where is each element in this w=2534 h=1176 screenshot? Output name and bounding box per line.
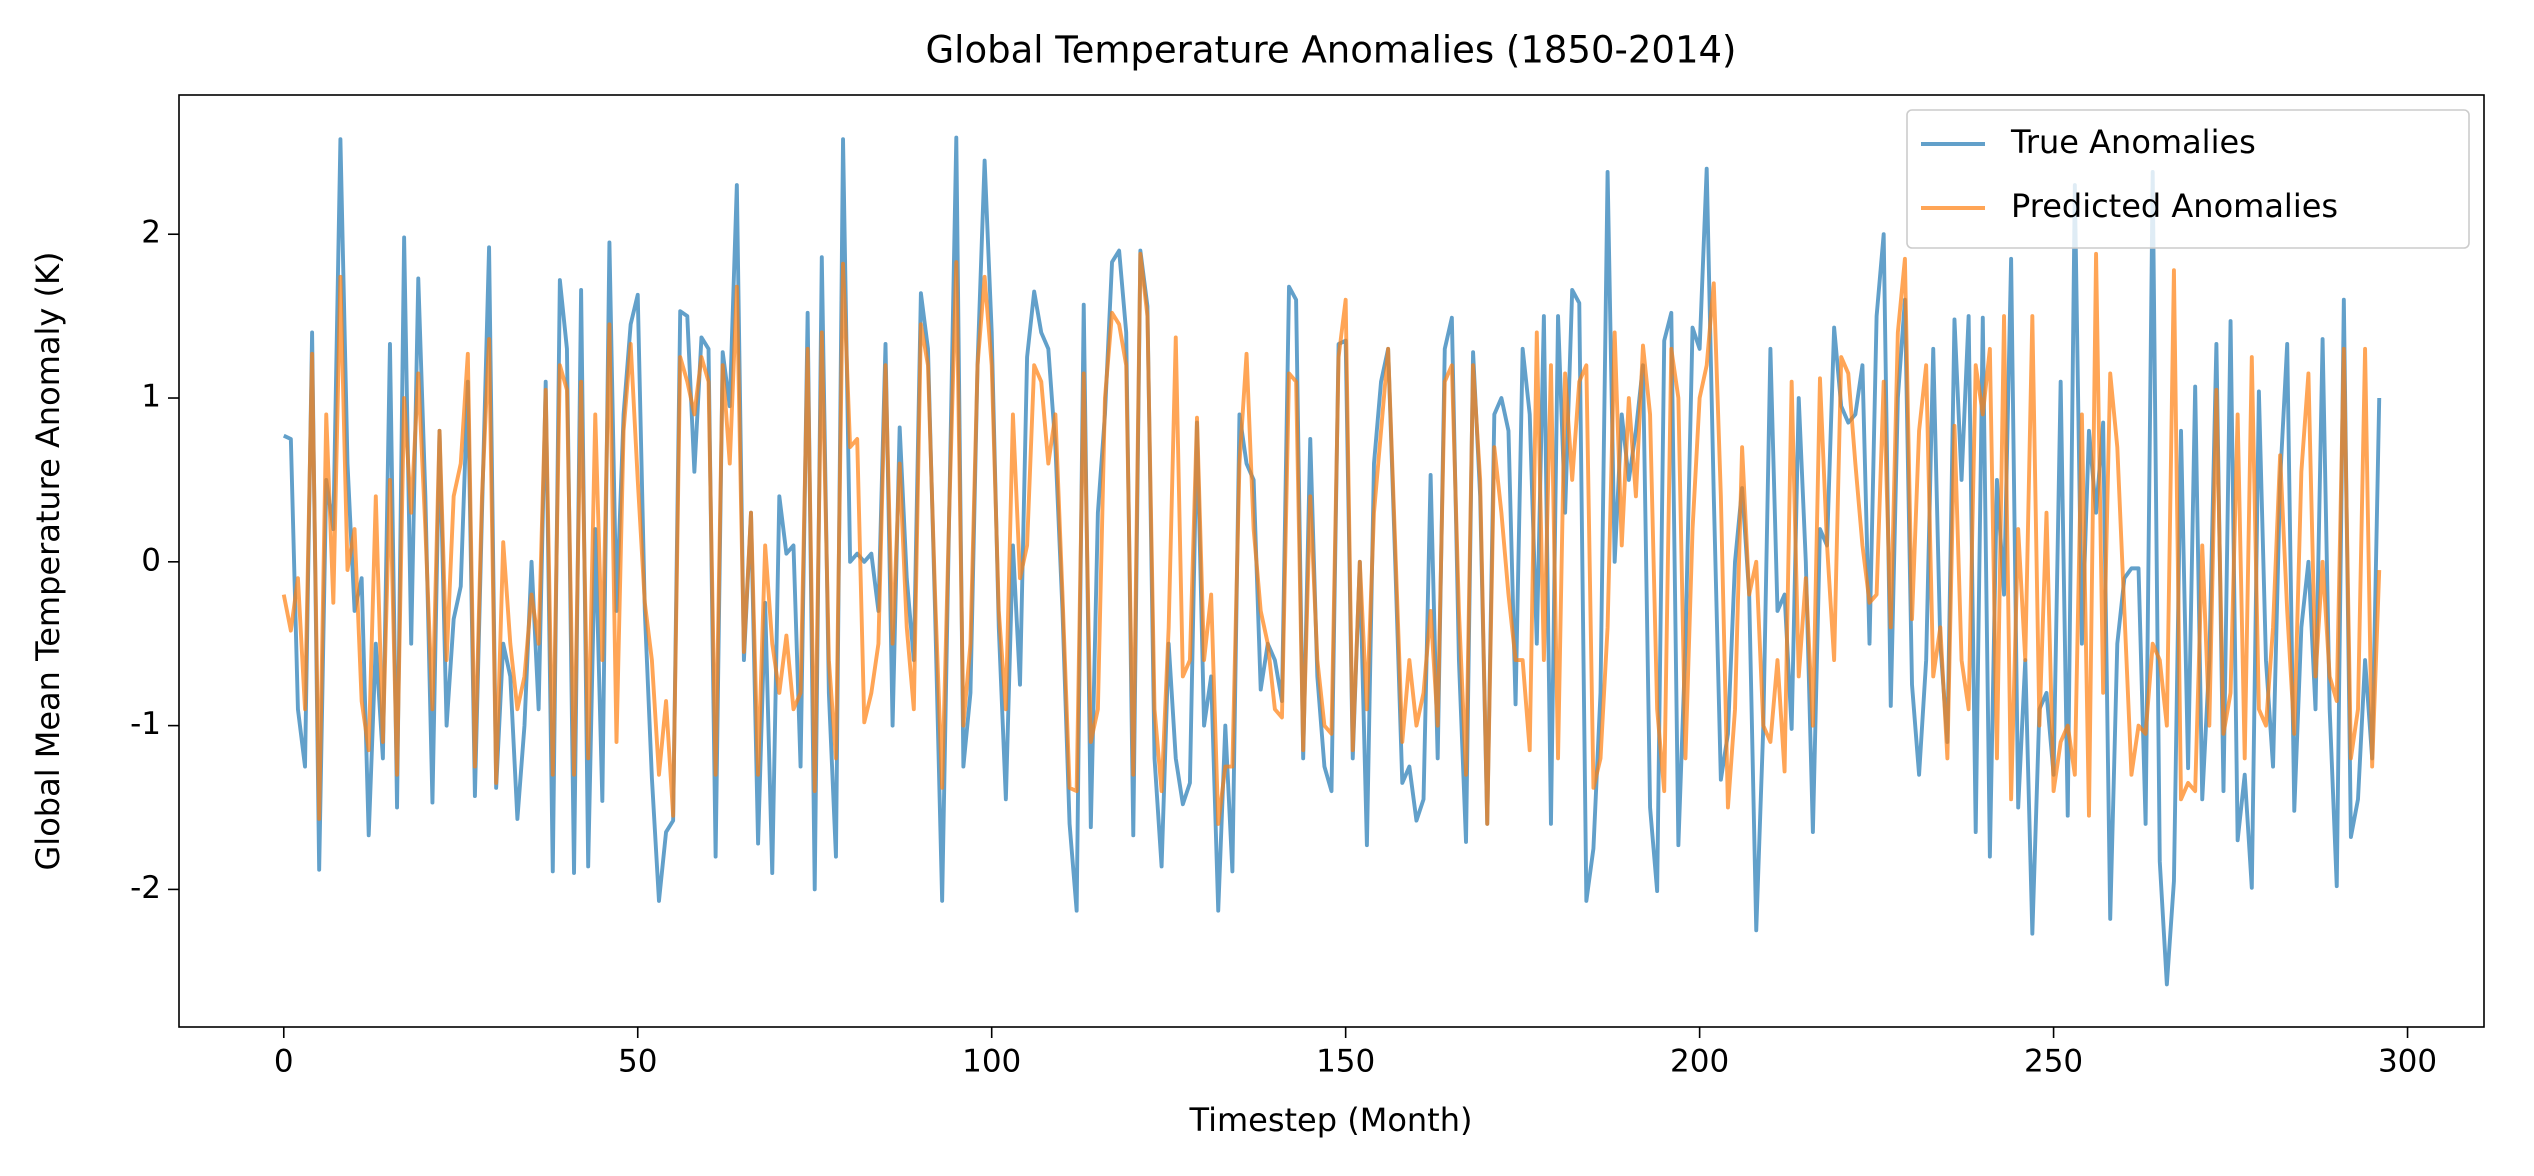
y-tick-label: -2 xyxy=(130,870,161,906)
series-line xyxy=(281,251,2382,826)
y-tick-label: -1 xyxy=(130,706,161,742)
x-tick-label: 300 xyxy=(2378,1044,2437,1080)
x-tick-label: 50 xyxy=(618,1044,657,1080)
chart-title: Global Temperature Anomalies (1850-2014) xyxy=(926,29,1737,72)
y-tick-label: 1 xyxy=(141,379,161,415)
legend-box xyxy=(1906,109,2470,249)
x-tick-label: 250 xyxy=(2024,1044,2083,1080)
plot-frame xyxy=(178,94,2485,1028)
x-tick-label: 200 xyxy=(1670,1044,1729,1080)
legend-label: True Anomalies xyxy=(2010,123,2256,161)
x-tick-label: 150 xyxy=(1316,1044,1375,1080)
y-tick-label: 0 xyxy=(141,542,161,578)
y-tick-label: 2 xyxy=(141,215,161,251)
y-axis-label: Global Mean Temperature Anomaly (K) xyxy=(29,252,67,871)
legend: True Anomalies Predicted Anomalies xyxy=(1906,109,2470,249)
x-tick-label: 0 xyxy=(274,1044,294,1080)
x-tick-label: 100 xyxy=(962,1044,1021,1080)
series-line xyxy=(282,135,2382,987)
x-axis-label: Timestep (Month) xyxy=(1189,1101,1473,1139)
legend-label: Predicted Anomalies xyxy=(2011,187,2338,225)
